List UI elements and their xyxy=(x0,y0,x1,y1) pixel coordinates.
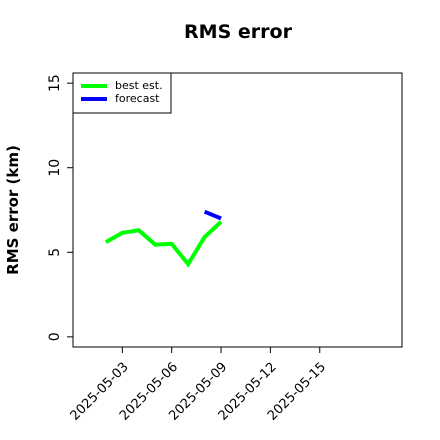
y-tick-label: 5 xyxy=(47,248,63,257)
legend-box xyxy=(72,72,172,114)
legend-label: forecast xyxy=(115,92,160,105)
y-tick-label: 10 xyxy=(47,159,63,177)
line xyxy=(104,220,223,268)
plot-frame xyxy=(72,72,403,348)
y-tick-label: 15 xyxy=(47,74,63,92)
legend-label: best est. xyxy=(115,79,163,92)
line xyxy=(203,209,222,221)
y-axis-label: RMS error (km) xyxy=(4,145,22,275)
chart-title: RMS error xyxy=(184,21,293,43)
y-tick-label: 0 xyxy=(47,332,63,341)
